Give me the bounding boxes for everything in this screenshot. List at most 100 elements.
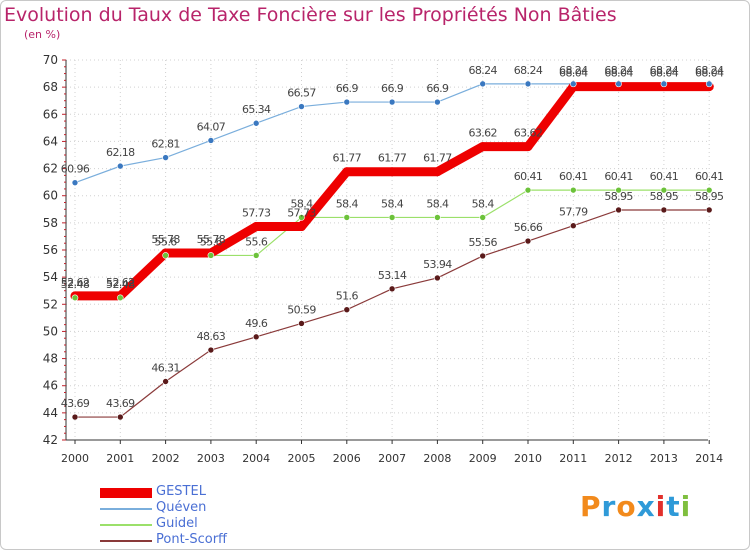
x-tick-label: 2007 [378, 452, 406, 465]
y-tick-label: 48 [43, 352, 58, 366]
y-tick-label: 68 [43, 80, 58, 94]
data-label-guidel: 60.41 [514, 170, 543, 183]
data-point-pont-scorff [569, 222, 577, 230]
data-point-guidel [569, 186, 577, 194]
data-point-guidel [615, 186, 622, 194]
data-label-guidel: 55.6 [200, 235, 223, 248]
data-label-guidel: 58.4 [290, 197, 313, 210]
data-point-pont-scorff [162, 378, 169, 385]
data-point-qu-ven [479, 80, 487, 88]
data-label-pont-scorff: 53.94 [423, 258, 452, 271]
data-point-guidel [705, 186, 713, 194]
data-point-guidel [162, 252, 169, 259]
data-label-gestel: 61.77 [378, 152, 407, 165]
legend-swatch [100, 508, 152, 510]
proxiti-logo: Proxiti [580, 490, 691, 523]
data-label-qu-ven: 65.34 [242, 103, 271, 116]
logo-letter: o [616, 490, 637, 523]
chart-title: Evolution du Taux de Taxe Foncière sur l… [4, 4, 617, 26]
x-tick-label: 2002 [152, 452, 180, 465]
legend-label: Quéven [156, 500, 207, 515]
data-point-pont-scorff [207, 346, 215, 354]
data-label-gestel: 52.62 [106, 276, 135, 289]
data-point-pont-scorff [298, 320, 305, 327]
data-label-qu-ven: 68.24 [468, 64, 497, 77]
y-tick-label: 58 [43, 216, 58, 230]
data-point-pont-scorff [252, 333, 260, 341]
y-tick-label: 56 [43, 243, 58, 257]
data-label-pont-scorff: 50.59 [287, 303, 316, 316]
data-label-qu-ven: 68.24 [604, 64, 633, 77]
x-tick-label: 2014 [695, 452, 723, 465]
data-label-pont-scorff: 53.14 [378, 269, 407, 282]
data-point-gestel [523, 142, 533, 152]
x-tick-label: 2008 [423, 452, 451, 465]
data-label-guidel: 58.4 [381, 197, 404, 210]
data-point-qu-ven [252, 119, 260, 127]
data-label-guidel: 60.41 [559, 170, 588, 183]
data-label-gestel: 68.04 [695, 67, 724, 80]
data-label-pont-scorff: 49.6 [245, 317, 268, 330]
data-point-pont-scorff [343, 306, 351, 314]
data-label-gestel: 61.77 [423, 152, 452, 165]
y-tick-label: 62 [43, 162, 58, 176]
data-point-pont-scorff [660, 206, 668, 214]
data-label-gestel: 52.62 [61, 276, 90, 289]
logo-letter: i [655, 490, 667, 523]
data-label-pont-scorff: 58.95 [650, 190, 679, 203]
data-point-pont-scorff [388, 285, 396, 293]
data-point-guidel [479, 214, 487, 221]
data-point-guidel [388, 214, 396, 221]
data-label-gestel: 57.73 [242, 207, 271, 220]
data-point-qu-ven [569, 80, 577, 88]
data-point-guidel [252, 252, 260, 259]
data-label-guidel: 58.4 [426, 197, 449, 210]
data-label-pont-scorff: 48.63 [197, 330, 226, 343]
data-point-qu-ven [162, 154, 169, 161]
data-label-qu-ven: 60.96 [61, 163, 90, 176]
data-label-qu-ven: 62.81 [151, 138, 180, 151]
data-label-qu-ven: 66.57 [287, 87, 316, 100]
y-tick-label: 66 [43, 107, 58, 121]
y-axis-unit: (en %) [24, 28, 61, 41]
data-point-guidel [298, 214, 305, 221]
data-point-gestel [478, 142, 488, 152]
data-point-qu-ven [660, 80, 668, 88]
data-label-pont-scorff: 58.95 [604, 190, 633, 203]
data-label-gestel: 55.78 [151, 233, 180, 246]
data-point-gestel [432, 167, 442, 177]
data-label-qu-ven: 66.9 [381, 82, 404, 95]
x-tick-label: 2010 [514, 452, 542, 465]
data-label-guidel: 52.48 [61, 278, 90, 291]
data-point-pont-scorff [117, 413, 124, 421]
data-label-gestel: 68.04 [604, 67, 633, 80]
data-point-guidel [207, 252, 215, 259]
data-label-guidel: 60.41 [604, 170, 633, 183]
data-label-qu-ven: 68.24 [514, 64, 543, 77]
y-tick-label: 54 [43, 270, 58, 284]
y-tick-label: 44 [43, 406, 58, 420]
x-tick-label: 2009 [469, 452, 497, 465]
data-point-qu-ven [434, 98, 441, 106]
x-tick-label: 2011 [559, 452, 587, 465]
data-label-pont-scorff: 43.69 [106, 397, 135, 410]
data-label-qu-ven: 66.9 [426, 82, 449, 95]
y-tick-label: 70 [43, 53, 58, 67]
data-label-gestel: 61.77 [333, 152, 362, 165]
data-point-gestel [251, 222, 261, 232]
data-label-pont-scorff: 58.95 [695, 190, 724, 203]
data-point-gestel [387, 167, 397, 177]
data-label-pont-scorff: 57.79 [559, 206, 588, 219]
logo-letter: P [580, 490, 602, 523]
legend-swatch [100, 524, 152, 526]
data-label-guidel: 52.48 [106, 278, 135, 291]
data-point-qu-ven [388, 98, 396, 106]
data-label-gestel: 63.62 [514, 127, 543, 140]
data-point-pont-scorff [479, 252, 487, 260]
data-label-gestel: 63.62 [468, 127, 497, 140]
data-point-pont-scorff [434, 274, 441, 282]
data-point-guidel [524, 186, 532, 194]
legend-label: GESTEL [156, 484, 206, 499]
